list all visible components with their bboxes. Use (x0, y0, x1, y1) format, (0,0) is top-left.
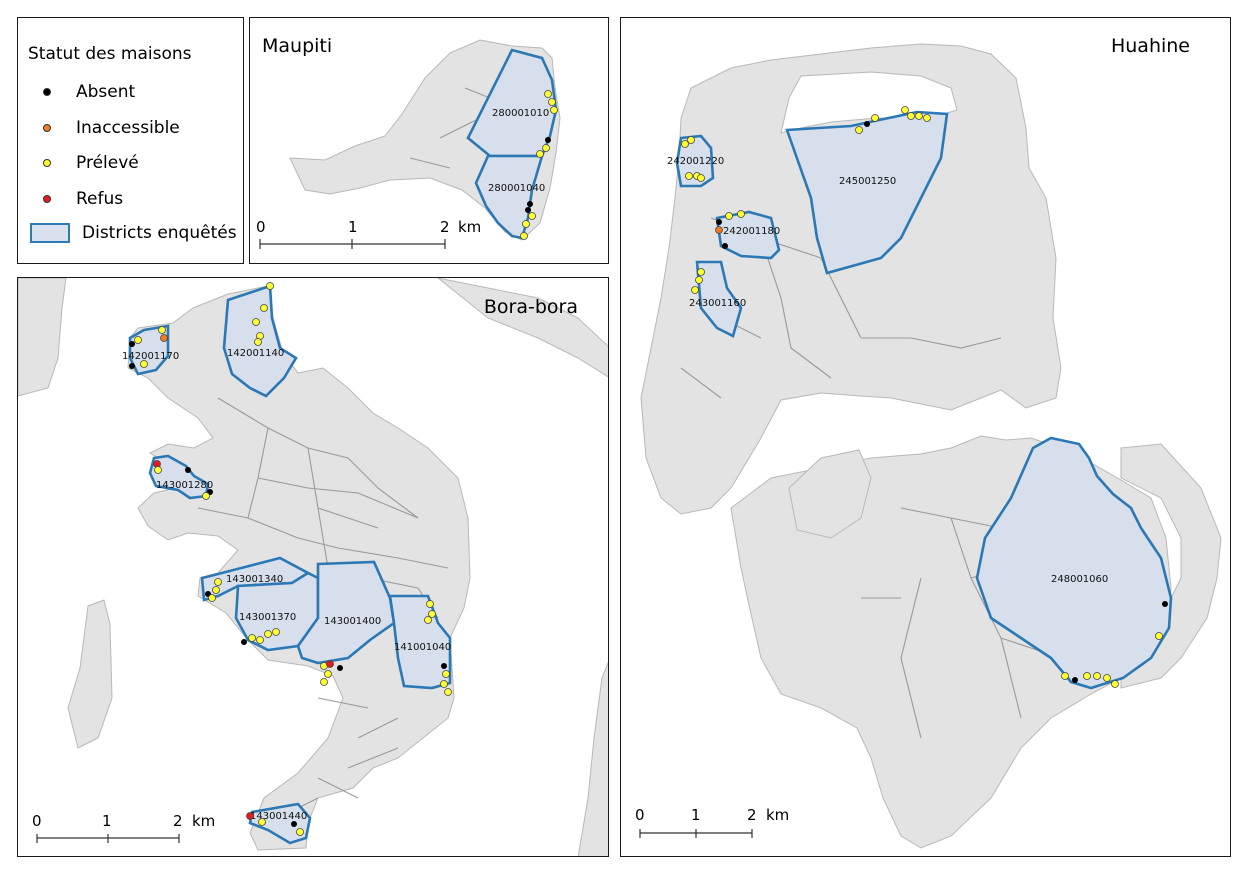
bora-points (129, 282, 452, 836)
bora-small-islet (67, 599, 113, 749)
legend-title: Statut des maisons (28, 44, 192, 64)
district-label: 143001340 (226, 574, 283, 585)
maupiti-title: Maupiti (262, 35, 333, 57)
scale-tick-2: 2 (440, 218, 450, 236)
bora-bora-map: 142001170 142001140 143001280 143001340 … (18, 278, 608, 856)
scale-tick-1: 1 (691, 806, 701, 824)
district-242001220 (675, 134, 715, 188)
legend-item-inaccessible: Inaccessible (18, 118, 180, 138)
district-label: 141001040 (394, 642, 451, 653)
maupiti-map: 280001010 280001040 (289, 39, 561, 241)
district-label: 142001140 (227, 348, 284, 359)
district-swatch-icon (30, 223, 70, 243)
district-label: 142001170 (122, 351, 179, 362)
bora-left-islet (18, 278, 67, 397)
district-label: 280001010 (492, 108, 549, 119)
district-label: 245001250 (839, 176, 896, 187)
maupiti-points (520, 90, 558, 240)
district-143001440 (248, 802, 312, 845)
huahine-map: 242001220 245001250 242001180 243001160 … (640, 43, 1222, 849)
district-label: 143001370 (239, 612, 296, 623)
huahine-map-panel: 242001220 245001250 242001180 243001160 … (620, 17, 1231, 857)
maupiti-map-panel: 280001010 280001040 Maupiti 0 1 2 km (249, 17, 609, 264)
legend-item-refus: Refus (18, 189, 123, 209)
huahine-title: Huahine (1110, 35, 1190, 57)
absent-dot-icon (43, 88, 51, 96)
district-label: 143001400 (324, 616, 381, 627)
district-label: 143001280 (156, 480, 213, 491)
preleve-dot-icon (43, 159, 51, 167)
district-label: 243001160 (689, 298, 746, 309)
bora-top-right (437, 278, 608, 378)
legend-label: Refus (76, 189, 124, 209)
district-label: 242001220 (667, 156, 724, 167)
legend-label: Prélevé (76, 153, 139, 173)
legend-item-absent: Absent (18, 82, 135, 102)
scale-tick-0: 0 (256, 218, 266, 236)
legend-label: Inaccessible (76, 118, 180, 138)
bora-bora-title: Bora-bora (483, 296, 578, 318)
huahine-motu (1120, 443, 1222, 689)
scale-tick-2: 2 (747, 806, 757, 824)
district-label: 248001060 (1051, 574, 1108, 585)
legend-panel: Statut des maisons Absent Inaccessible P… (17, 17, 244, 264)
district-label: 280001040 (488, 183, 545, 194)
scale-tick-1: 1 (102, 812, 112, 830)
huahine-nord (640, 43, 1062, 515)
scale-unit: km (766, 806, 790, 824)
refus-dot-icon (43, 195, 51, 203)
district-248001060 (975, 436, 1173, 690)
scale-tick-2: 2 (173, 812, 183, 830)
legend-label: Districts enquêtés (82, 223, 237, 243)
district-280001040 (474, 154, 544, 240)
huahine-points (681, 106, 1168, 688)
district-245001250 (785, 110, 949, 275)
bora-bora-map-panel: 142001170 142001140 143001280 143001340 … (17, 277, 609, 857)
legend-item-districts: Districts enquêtés (18, 223, 237, 243)
maupiti-road (409, 87, 491, 169)
scale-tick-0: 0 (635, 806, 645, 824)
scale-unit: km (458, 218, 482, 236)
district-label: 143001440 (250, 811, 307, 822)
scale-tick-1: 1 (348, 218, 358, 236)
district-243001160 (695, 260, 743, 338)
district-label: 242001180 (723, 226, 780, 237)
inaccessible-dot-icon (43, 124, 51, 132)
scale-tick-0: 0 (32, 812, 42, 830)
scale-unit: km (192, 812, 216, 830)
district-143001400 (296, 560, 396, 665)
legend-item-preleve: Prélevé (18, 153, 139, 173)
huahine-islet (788, 449, 872, 539)
bora-right-strip (577, 661, 608, 856)
legend-label: Absent (76, 82, 136, 102)
